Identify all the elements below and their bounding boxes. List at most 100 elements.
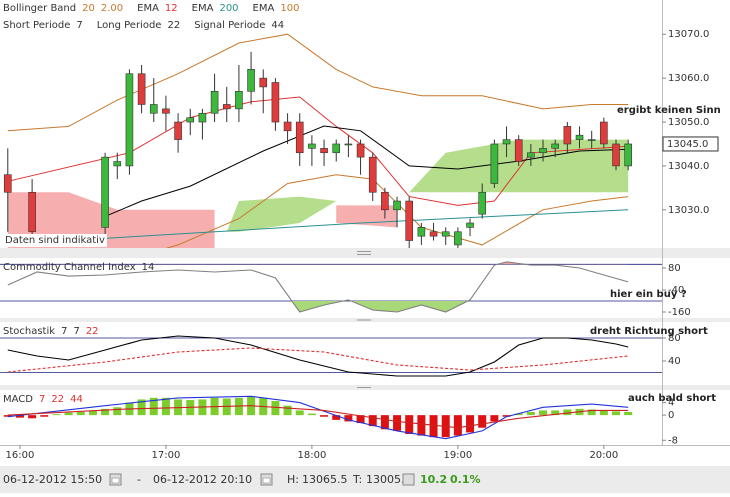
histogram-bar xyxy=(368,415,377,427)
line xyxy=(104,125,629,217)
histogram-bar xyxy=(344,415,353,422)
plot-area xyxy=(0,261,662,313)
histogram-bar xyxy=(380,415,389,430)
histogram-bar xyxy=(320,415,329,417)
annotation: ergibt keinen Sinn xyxy=(617,105,721,116)
y-tick-label: 13060.0 xyxy=(668,73,709,84)
candle-body xyxy=(320,148,328,154)
last-price-label: 13045.0 xyxy=(667,139,708,150)
line xyxy=(7,335,629,377)
histogram-bar xyxy=(624,412,633,416)
calendar-icon[interactable] xyxy=(260,473,273,486)
line xyxy=(7,261,629,313)
panel-title: Stochastik xyxy=(3,326,55,337)
candle-body xyxy=(612,143,620,167)
y-tick-label: 40 xyxy=(668,356,681,367)
candle-body xyxy=(247,69,255,92)
grip xyxy=(357,251,371,388)
line xyxy=(7,395,629,440)
legend-param: 12 xyxy=(165,3,178,14)
histogram-bar xyxy=(307,413,316,416)
period-name: Short Periode xyxy=(3,20,70,31)
histogram-bar xyxy=(101,408,110,416)
histogram-bar xyxy=(478,415,487,428)
legend-name: EMA xyxy=(192,3,214,14)
panel-separator[interactable] xyxy=(0,248,730,258)
histogram-bar xyxy=(502,415,511,417)
histogram-bar xyxy=(283,405,292,416)
panel-param: 44 xyxy=(70,394,83,405)
candle-body xyxy=(210,90,219,114)
low-value: 13005.3 xyxy=(366,473,412,486)
legend-name: EMA xyxy=(253,3,275,14)
histogram-bar xyxy=(490,415,499,422)
candle-body xyxy=(137,73,146,105)
legend-name: Bollinger Band xyxy=(3,3,76,14)
panel-param: 22 xyxy=(86,326,99,337)
candle-body xyxy=(551,143,559,149)
histogram-bar xyxy=(40,415,49,417)
candle-body xyxy=(368,156,377,193)
candle-body xyxy=(441,231,450,237)
candle-body xyxy=(490,143,499,184)
plot-area xyxy=(3,395,633,440)
histogram-bar xyxy=(64,412,73,416)
annotation: Daten sind indikativ xyxy=(5,235,105,246)
histogram-bar xyxy=(599,410,608,416)
legend-name: EMA xyxy=(137,3,159,14)
histogram-bar xyxy=(551,410,560,416)
annotation: auch bald short xyxy=(628,393,716,404)
histogram-bar xyxy=(88,410,97,416)
date-separator: - xyxy=(137,473,141,486)
period-value: 22 xyxy=(167,20,180,31)
histogram-bar xyxy=(295,410,304,416)
x-tick-label: 18:00 xyxy=(297,450,326,461)
candle-body xyxy=(186,117,195,123)
y-tick-label: 0 xyxy=(668,410,674,421)
low-label: T: xyxy=(352,473,362,486)
high-label: H: xyxy=(287,473,299,486)
histogram-bar xyxy=(393,415,402,431)
period-value: 44 xyxy=(271,20,284,31)
candle-body xyxy=(393,200,401,211)
candle-body xyxy=(101,156,109,228)
x-tick-label: 17:00 xyxy=(152,450,181,461)
line xyxy=(7,405,629,429)
period-value: 7 xyxy=(76,20,82,31)
y-tick-label: 13070.0 xyxy=(668,29,709,40)
x-tick-label: 20:00 xyxy=(589,450,618,461)
info-icon[interactable] xyxy=(402,473,415,486)
panel-param: 7 xyxy=(39,394,45,405)
panel-title: Commodity Channel Index xyxy=(3,262,136,273)
candle-body xyxy=(600,121,608,145)
candle-body xyxy=(308,143,316,149)
panel-param: 14 xyxy=(142,262,155,273)
legend-param: 20 xyxy=(82,3,95,14)
histogram-bar xyxy=(113,407,122,416)
date-from: 06-12-2012 15:50 xyxy=(3,473,102,486)
candle-body xyxy=(28,191,36,233)
candle-body xyxy=(454,231,462,246)
histogram-bar xyxy=(417,415,426,436)
candle-body xyxy=(466,222,474,228)
histogram-bar xyxy=(563,409,572,416)
candle-body xyxy=(624,143,632,167)
status-bar xyxy=(0,466,730,493)
calendar-icon[interactable] xyxy=(109,473,122,486)
plot-area xyxy=(3,33,632,248)
y-tick-label: 13040.0 xyxy=(668,161,709,172)
legend-param: 200 xyxy=(219,3,238,14)
histogram-bar xyxy=(526,412,535,416)
candle-body xyxy=(271,82,280,123)
candle-body xyxy=(587,139,596,141)
histogram-bar xyxy=(161,397,170,416)
panel-param: 7 xyxy=(61,326,67,337)
candle-body xyxy=(478,191,487,215)
histogram-bar xyxy=(271,401,280,416)
histogram-bar xyxy=(453,415,462,436)
plot-area xyxy=(0,335,662,377)
last-price-box xyxy=(662,136,719,152)
change-value: 10.2 xyxy=(420,473,447,486)
candle-body xyxy=(222,104,231,110)
